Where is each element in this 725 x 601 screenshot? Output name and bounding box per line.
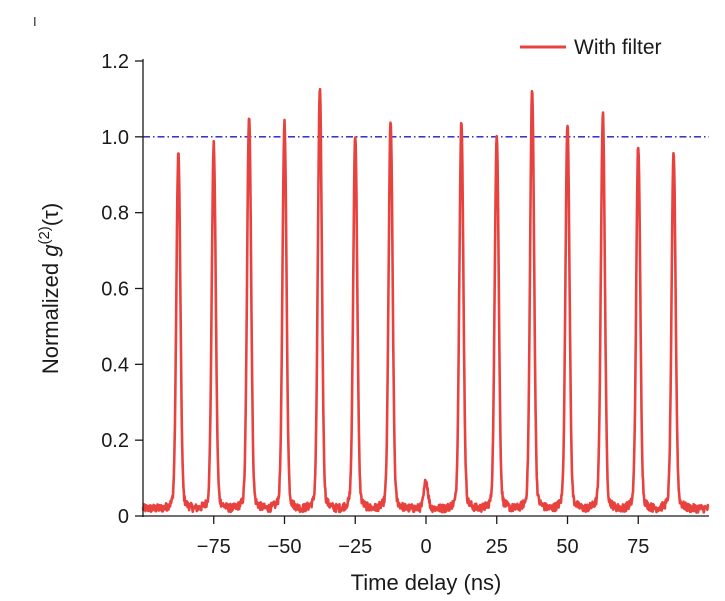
y-tick-label: 0.8 [101, 203, 129, 225]
legend-label-with-filter: With filter [574, 36, 662, 59]
y-tick-label: 0.2 [101, 430, 129, 452]
x-tick-label: 0 [420, 536, 431, 558]
y-tick-label: 0.4 [101, 354, 129, 376]
x-tick-label: 25 [486, 536, 508, 558]
x-tick-label: 50 [556, 536, 578, 558]
legend: With filter [520, 36, 662, 59]
y-axis-title-g: g [38, 244, 63, 257]
x-axis-title: Time delay (ns) [351, 570, 502, 595]
corner-mark [34, 17, 36, 26]
y-tick-label: 1.0 [101, 127, 129, 149]
plot-area [141, 87, 710, 514]
y-axis-title: Normalized g(2)(τ) [36, 203, 63, 374]
y-axis-title-arg: (τ) [38, 203, 63, 226]
y-tick-label: 1.2 [101, 51, 129, 73]
x-tick-label: −75 [197, 536, 231, 558]
y-ticks: 0 0.2 0.4 0.6 0.8 1.0 1.2 [101, 51, 143, 528]
y-axis-title-sup: (2) [36, 226, 53, 244]
series-line-with-filter [141, 87, 710, 514]
y-tick-label: 0.6 [101, 279, 129, 301]
x-tick-label: −25 [338, 536, 372, 558]
x-tick-label: −50 [268, 536, 302, 558]
x-tick-label: 75 [627, 536, 649, 558]
y-axis-title-prefix: Normalized [38, 257, 63, 374]
y-tick-label: 0 [118, 506, 129, 528]
x-ticks: −75 −50 −25 0 25 50 75 [197, 516, 649, 558]
